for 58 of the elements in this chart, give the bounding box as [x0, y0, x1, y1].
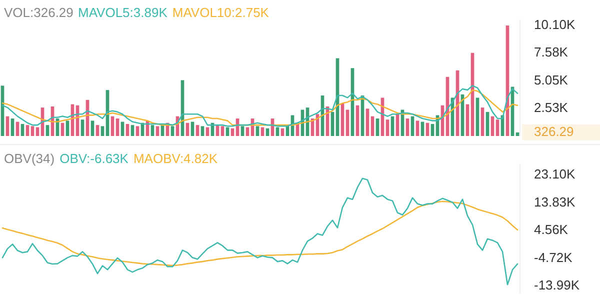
bar [116, 118, 120, 136]
bar [276, 127, 280, 136]
bar [486, 112, 490, 136]
bar [196, 125, 200, 136]
bar [226, 127, 230, 136]
bar [496, 120, 500, 136]
bar [90, 120, 94, 136]
y-tick-label: 4.56K [534, 222, 568, 238]
bar [260, 127, 264, 136]
bar [100, 126, 104, 136]
bar [256, 126, 260, 136]
bar [20, 124, 24, 136]
bar [346, 110, 350, 136]
bar [466, 104, 470, 136]
y-tick-label: -13.99K [534, 278, 580, 293]
bar [150, 125, 154, 136]
chart-title: VOL:326.29 [4, 5, 74, 20]
bar [80, 120, 84, 136]
bar [476, 98, 480, 136]
bar [10, 118, 14, 136]
bar [430, 124, 434, 136]
text: OBV:-6.63K [60, 151, 128, 166]
bar [96, 125, 100, 136]
y-tick-label: 23.10K [534, 166, 576, 182]
bar [220, 126, 224, 136]
bar [130, 125, 134, 136]
bar [46, 125, 50, 136]
y-tick-label: 13.83K [534, 194, 576, 210]
bar [406, 118, 410, 136]
bar [330, 112, 334, 136]
bar [26, 125, 30, 136]
bar [480, 108, 484, 136]
bar [386, 120, 390, 136]
bar [30, 126, 34, 136]
bar [36, 127, 40, 136]
text: MAOBV:4.82K [133, 151, 218, 166]
y-tick-label: 10.10K [534, 17, 576, 32]
text: MAVOL5:3.89K [78, 5, 168, 20]
bar [200, 126, 204, 136]
bar [376, 118, 380, 136]
bar [156, 126, 160, 136]
bar [240, 126, 244, 136]
y-tick-label: 2.53K [534, 100, 568, 115]
bar [206, 127, 210, 136]
bar [66, 120, 70, 136]
bar [170, 126, 174, 136]
bar [126, 124, 130, 136]
y-tick-label: -4.72K [534, 250, 573, 265]
y-tick-label: 326.29 [534, 124, 574, 140]
text: MAVOL10:2.75K [172, 5, 269, 20]
bar [366, 108, 370, 136]
chart-title: OBV(34) [4, 151, 55, 166]
bar [356, 105, 360, 136]
y-tick-label: 7.58K [534, 44, 568, 60]
bar [246, 127, 250, 136]
bar [136, 126, 140, 136]
y-tick-label: 5.05K [534, 72, 568, 88]
bar [416, 120, 420, 136]
